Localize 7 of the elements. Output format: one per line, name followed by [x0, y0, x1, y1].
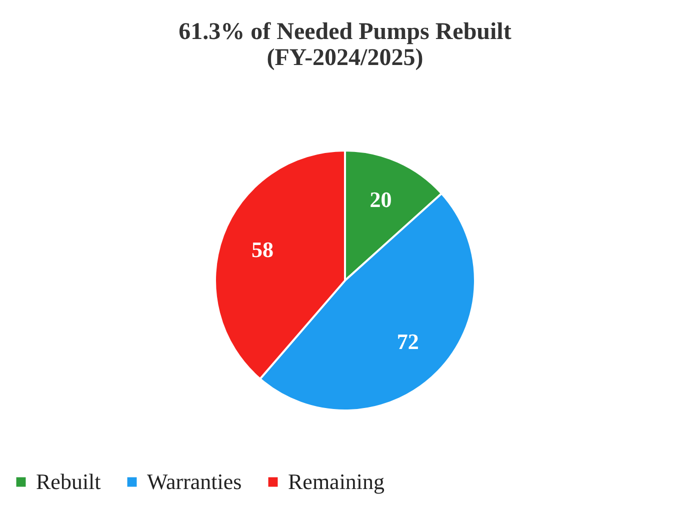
legend-label: Remaining	[288, 469, 385, 494]
data-label: 20	[370, 187, 392, 212]
chart-title: 61.3% of Needed Pumps Rebuilt (FY-2024/2025)	[178, 19, 512, 71]
data-label: 58	[252, 236, 274, 262]
legend-label: Warranties	[147, 469, 242, 494]
legend-label: Rebuilt	[36, 469, 101, 494]
data-label: 72	[396, 329, 419, 354]
